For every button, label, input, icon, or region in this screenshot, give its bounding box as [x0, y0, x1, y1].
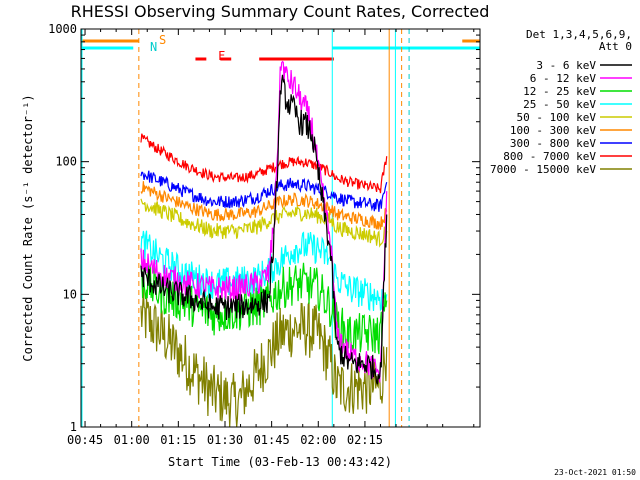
legend-header-line-2: Att 0: [599, 40, 632, 53]
series-line-5: [140, 181, 388, 230]
x-tick-label-1: 01:00: [114, 433, 150, 447]
x-tick-label-0: 00:45: [67, 433, 103, 447]
legend-label-2: 12 - 25 keV: [523, 85, 596, 98]
legend-label-8: 7000 - 15000 keV: [490, 163, 596, 176]
flare-label: F: [218, 49, 225, 63]
series-line-7: [140, 133, 388, 194]
series-line-4: [140, 198, 388, 248]
chart-title: RHESSI Observing Summary Count Rates, Co…: [71, 2, 490, 21]
x-tick-label-2: 01:15: [160, 433, 196, 447]
legend-label-6: 300 - 800 keV: [510, 137, 596, 150]
x-axis: 00:45 01:00 01:15 01:30 01:45 02:00 02:15: [67, 29, 475, 447]
series-layer: [140, 60, 388, 428]
night-label: N: [150, 40, 157, 54]
y-axis: 1 10 100 1000: [48, 22, 480, 434]
y-tick-label-0: 1: [70, 420, 77, 434]
legend-label-1: 6 - 12 keV: [530, 72, 597, 85]
legend-label-0: 3 - 6 keV: [536, 59, 596, 72]
legend-label-4: 50 - 100 keV: [517, 111, 597, 124]
series-line-6: [140, 170, 388, 212]
interval-layer: [81, 39, 480, 61]
x-tick-label-4: 01:45: [254, 433, 290, 447]
legend-label-7: 800 - 7000 keV: [503, 150, 596, 163]
x-tick-label-5: 02:00: [300, 433, 336, 447]
y-axis-label: Corrected Count Rate (s⁻¹ detector⁻¹): [21, 94, 35, 361]
marker-layer: [81, 29, 410, 427]
y-tick-label-1: 10: [63, 287, 77, 301]
y-tick-label-3: 1000: [48, 22, 77, 36]
legend-label-3: 25 - 50 keV: [523, 98, 596, 111]
saa-label: S: [159, 33, 166, 47]
x-axis-label: Start Time (03-Feb-13 00:43:42): [168, 455, 392, 469]
series-line-3: [140, 230, 388, 312]
series-line-0: [140, 74, 388, 385]
plot-frame: [80, 28, 481, 428]
footer-date: 23-Oct-2021 01:50: [554, 468, 636, 477]
series-line-8: [140, 287, 388, 428]
legend-header-line-1: Det 1,3,4,5,6,9,: [526, 28, 632, 41]
legend-label-5: 100 - 300 keV: [510, 124, 596, 137]
x-tick-label-3: 01:30: [207, 433, 243, 447]
y-tick-label-2: 100: [55, 155, 77, 169]
x-tick-label-6: 02:15: [347, 433, 383, 447]
